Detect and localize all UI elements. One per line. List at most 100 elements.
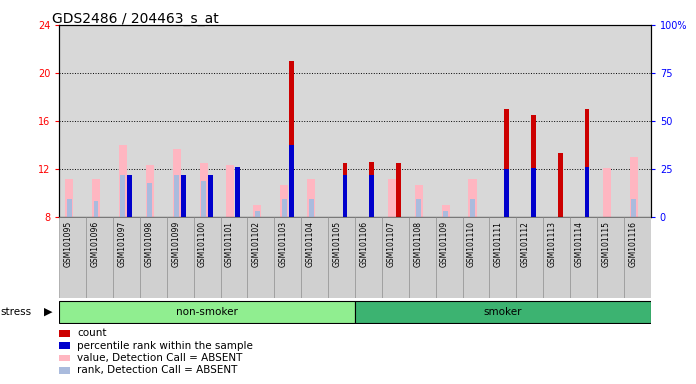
Bar [516,217,543,298]
Bar [504,169,509,217]
Text: GSM101115: GSM101115 [601,221,610,267]
Bar [226,166,235,217]
Bar [93,201,98,217]
Bar [274,217,301,298]
Bar [120,175,125,217]
Bar [370,162,374,217]
Bar [624,217,651,298]
Bar [253,205,262,217]
Text: GSM101114: GSM101114 [574,221,583,267]
Text: GSM101103: GSM101103 [278,221,287,267]
Bar [328,217,355,298]
Text: GDS2486 / 204463_s_at: GDS2486 / 204463_s_at [52,12,219,25]
Bar [289,61,294,217]
Bar [309,199,313,217]
Bar [504,109,509,217]
Text: ▶: ▶ [44,307,52,317]
Bar [531,115,536,217]
Text: GSM101102: GSM101102 [252,221,261,267]
Text: GSM101106: GSM101106 [359,221,368,267]
Text: GSM101099: GSM101099 [171,221,180,267]
Text: GSM101097: GSM101097 [118,221,127,267]
Bar [140,217,167,298]
Bar [145,166,154,217]
Bar [235,167,240,217]
Bar [355,301,651,323]
Bar [463,217,489,298]
Bar [342,175,347,217]
Bar [531,168,536,217]
Bar [282,199,287,217]
Bar [409,217,436,298]
Bar [342,163,347,217]
Text: smoker: smoker [484,307,522,317]
Bar [208,175,213,217]
Bar [201,181,206,217]
Bar [301,217,328,298]
Bar [468,179,477,217]
Bar [86,217,113,298]
Bar [470,199,475,217]
Bar [415,185,422,217]
Bar [603,168,611,217]
Bar [443,211,448,217]
Text: GSM101111: GSM101111 [494,221,503,267]
Text: GSM101098: GSM101098 [144,221,153,267]
Text: GSM101105: GSM101105 [333,221,342,267]
Bar [59,217,86,298]
Bar [355,217,382,298]
Bar [255,211,260,217]
Text: GSM101101: GSM101101 [225,221,234,267]
Bar [489,217,516,298]
Text: GSM101108: GSM101108 [413,221,422,267]
Bar [173,149,181,217]
Bar [174,175,179,217]
Text: rank, Detection Call = ABSENT: rank, Detection Call = ABSENT [77,365,237,375]
Bar [597,217,624,298]
Bar [59,301,355,323]
Bar [167,217,193,298]
Bar [113,217,140,298]
Text: count: count [77,328,106,338]
Text: percentile rank within the sample: percentile rank within the sample [77,341,253,351]
Bar [307,179,315,217]
Text: GSM101096: GSM101096 [90,221,100,267]
Text: GSM101100: GSM101100 [198,221,207,267]
Bar [200,163,207,217]
Bar [585,167,590,217]
Bar [289,145,294,217]
Bar [388,179,396,217]
Bar [397,163,401,217]
Bar [557,153,562,217]
Bar [92,179,100,217]
Bar [630,157,638,217]
Bar [543,217,570,298]
Text: GSM101095: GSM101095 [63,221,72,267]
Text: GSM101110: GSM101110 [467,221,476,267]
Bar [416,199,421,217]
Bar [441,205,450,217]
Text: GSM101107: GSM101107 [386,221,395,267]
Text: GSM101112: GSM101112 [521,221,530,267]
Text: stress: stress [0,307,31,317]
Bar [631,199,636,217]
Text: GSM101104: GSM101104 [306,221,315,267]
Text: GSM101109: GSM101109 [440,221,449,267]
Bar [436,217,463,298]
Text: non-smoker: non-smoker [176,307,238,317]
Bar [181,175,186,217]
Bar [148,184,152,217]
Bar [193,217,221,298]
Bar [382,217,409,298]
Bar [221,217,247,298]
Bar [127,175,132,217]
Bar [370,175,374,217]
Bar [570,217,597,298]
Bar [235,167,240,217]
Bar [67,199,72,217]
Bar [65,179,73,217]
Bar [119,145,127,217]
Bar [280,185,288,217]
Text: GSM101116: GSM101116 [628,221,638,267]
Text: GSM101113: GSM101113 [548,221,557,267]
